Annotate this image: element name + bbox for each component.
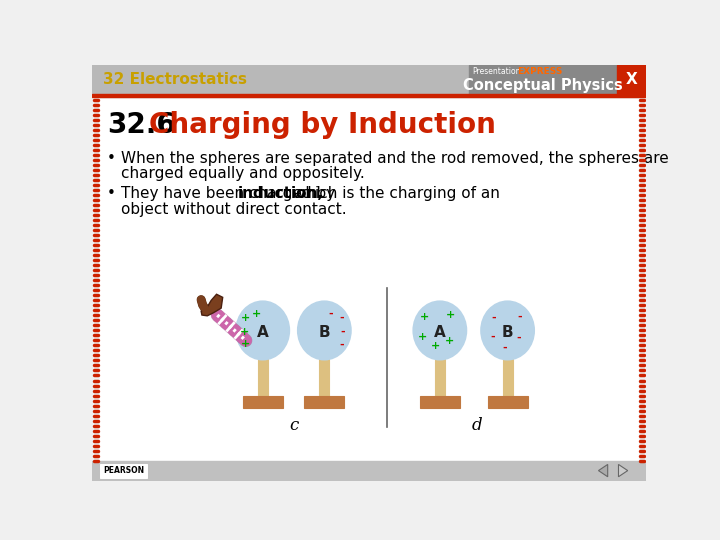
Bar [487, 396, 528, 408]
Bar [243, 396, 283, 408]
Text: which is the charging of an: which is the charging of an [288, 186, 500, 201]
Text: -: - [503, 342, 507, 353]
Text: +: + [252, 308, 261, 319]
Bar [99, 99, 639, 464]
Bar [305, 396, 344, 408]
Text: -: - [490, 332, 495, 342]
Text: A: A [434, 325, 446, 340]
Ellipse shape [237, 302, 289, 359]
Bar [435, 359, 445, 396]
Bar [92, 461, 647, 481]
Polygon shape [201, 294, 222, 316]
Bar [469, 65, 617, 94]
Text: +: + [431, 341, 441, 351]
Polygon shape [618, 464, 628, 477]
Text: -: - [339, 313, 343, 323]
Text: d: d [472, 417, 482, 434]
Polygon shape [598, 464, 608, 477]
Bar [99, 464, 148, 477]
Bar [320, 359, 329, 396]
Text: induction,: induction, [238, 186, 324, 201]
Bar [258, 359, 268, 396]
Text: -: - [339, 339, 343, 349]
Bar [92, 65, 647, 94]
Text: -: - [516, 333, 521, 343]
Text: EXPRESS: EXPRESS [517, 68, 562, 76]
Text: +: + [418, 332, 428, 342]
Text: 32.6: 32.6 [107, 111, 176, 139]
Text: When the spheres are separated and the rod removed, the spheres are: When the spheres are separated and the r… [121, 151, 669, 166]
Ellipse shape [482, 302, 534, 359]
Text: object without direct contact.: object without direct contact. [121, 202, 347, 217]
Text: They have been charged by: They have been charged by [121, 186, 340, 201]
Text: -: - [518, 312, 522, 322]
Bar [503, 359, 513, 396]
Text: -: - [328, 308, 333, 319]
Text: +: + [420, 312, 429, 322]
Text: •: • [107, 186, 116, 201]
Text: 32 Electrostatics: 32 Electrostatics [102, 72, 246, 87]
Text: -: - [492, 313, 496, 323]
Text: +: + [241, 339, 251, 349]
Text: X: X [626, 72, 637, 87]
Ellipse shape [298, 302, 351, 359]
Text: A: A [257, 325, 269, 340]
Text: +: + [240, 327, 249, 337]
Text: B: B [318, 325, 330, 340]
Text: c: c [289, 417, 299, 434]
Text: PEARSON: PEARSON [103, 466, 144, 475]
Text: B: B [502, 325, 513, 340]
Bar [617, 65, 647, 94]
Text: +: + [241, 313, 251, 323]
Text: Conceptual Physics: Conceptual Physics [463, 78, 623, 93]
Text: charged equally and oppositely.: charged equally and oppositely. [121, 166, 365, 181]
Text: •: • [107, 151, 116, 166]
Bar [420, 396, 460, 408]
Text: +: + [444, 336, 454, 346]
Bar [92, 94, 647, 97]
Text: Presentation: Presentation [472, 68, 521, 76]
Text: +: + [446, 310, 455, 320]
Text: Charging by Induction: Charging by Induction [149, 111, 495, 139]
Text: -: - [341, 327, 345, 337]
Ellipse shape [414, 302, 466, 359]
